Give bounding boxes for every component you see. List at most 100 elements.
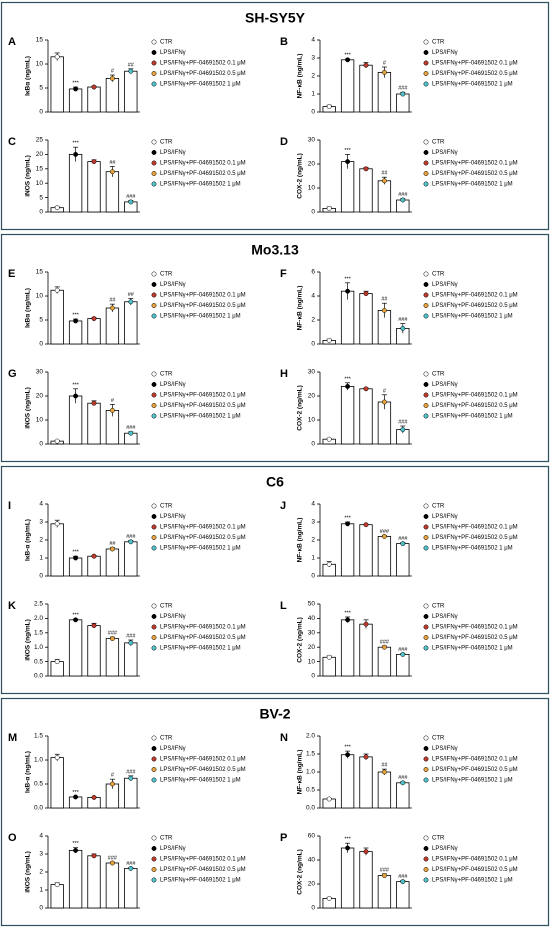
y-tick-label: 20 bbox=[308, 881, 316, 888]
y-tick-label: 1 bbox=[311, 91, 315, 98]
legend-label: LPS/IFNγ+PF-04691502 0.1 μM bbox=[432, 393, 518, 399]
legend-label: LPS/IFNγ bbox=[160, 614, 186, 620]
legend-label: CTR bbox=[432, 736, 445, 742]
legend-label: LPS/IFNγ+PF-04691502 0.5 μM bbox=[432, 535, 518, 541]
mean-dot bbox=[381, 178, 387, 184]
mean-dot bbox=[91, 623, 97, 629]
legend-label: LPS/IFNγ+PF-04691502 0.5 μM bbox=[432, 867, 518, 873]
y-tick-label: 30 bbox=[308, 369, 316, 376]
mean-dot bbox=[128, 199, 134, 205]
significance: ### bbox=[108, 631, 118, 637]
legend-marker bbox=[151, 150, 157, 155]
y-tick-label: 3 bbox=[311, 55, 315, 62]
section-box bbox=[0, 233, 550, 463]
legend-marker bbox=[151, 545, 157, 551]
legend-label: LPS/IFNγ bbox=[160, 846, 186, 852]
y-tick-label: 2 bbox=[311, 73, 315, 80]
mean-dot bbox=[381, 307, 387, 313]
significance: *** bbox=[72, 382, 79, 388]
significance: *** bbox=[72, 790, 79, 796]
bar bbox=[124, 642, 138, 677]
legend-label: LPS/IFNγ+PF-04691502 1 μM bbox=[432, 546, 513, 552]
y-tick-label: 4 bbox=[39, 833, 43, 840]
mean-dot bbox=[345, 845, 351, 851]
y-tick-label: 2 bbox=[39, 869, 43, 876]
significance: ## bbox=[128, 62, 135, 68]
legend-marker bbox=[423, 867, 429, 872]
legend-marker bbox=[423, 413, 429, 419]
legend-label: LPS/IFNγ+PF-04691502 1 μM bbox=[432, 82, 513, 88]
section-title: SH-SY5Y bbox=[245, 10, 306, 26]
panel-letter: A bbox=[8, 36, 16, 48]
bar bbox=[50, 289, 64, 345]
mean-dot bbox=[128, 299, 134, 305]
legend-label: LPS/IFNγ+PF-04691502 1 μM bbox=[432, 414, 513, 420]
legend-label: CTR bbox=[432, 140, 445, 146]
mean-dot bbox=[109, 407, 115, 413]
panel-letter: N bbox=[280, 732, 288, 744]
legend-label: LPS/IFNγ bbox=[160, 282, 186, 288]
legend-marker bbox=[151, 524, 157, 530]
y-tick-label: 0 bbox=[311, 109, 315, 116]
panel-letter: I bbox=[8, 500, 11, 512]
mean-dot bbox=[400, 541, 406, 547]
mean-dot bbox=[326, 205, 332, 211]
y-axis-label: iNOS (ng/mL) bbox=[25, 619, 32, 661]
significance: *** bbox=[72, 841, 79, 847]
section-box bbox=[0, 1, 550, 231]
y-tick-label: 10 bbox=[308, 417, 316, 424]
y-tick-label: 4 bbox=[311, 293, 315, 300]
mean-dot bbox=[400, 427, 406, 433]
bar bbox=[396, 654, 410, 677]
legend-marker bbox=[151, 303, 157, 308]
bar bbox=[87, 855, 101, 909]
y-tick-label: 10 bbox=[308, 658, 316, 665]
legend-label: LPS/IFNγ+PF-04691502 0.5 μM bbox=[432, 403, 518, 409]
bar bbox=[359, 851, 373, 909]
legend-marker bbox=[423, 767, 429, 772]
y-tick-label: 2.0 bbox=[34, 615, 43, 622]
significance: ### bbox=[126, 534, 136, 540]
significance: ## bbox=[109, 541, 116, 547]
legend-label: LPS/IFNγ+PF-04691502 0.5 μM bbox=[160, 767, 246, 773]
bar bbox=[359, 756, 373, 809]
y-tick-label: 5 bbox=[39, 85, 43, 92]
y-tick-label: 0 bbox=[311, 441, 315, 448]
mean-dot bbox=[326, 895, 332, 901]
mean-dot bbox=[400, 91, 406, 97]
legend-marker bbox=[423, 777, 429, 783]
bar bbox=[322, 656, 336, 677]
legend-label: LPS/IFNγ+PF-04691502 1 μM bbox=[160, 646, 241, 652]
legend-marker bbox=[423, 746, 429, 751]
legend-label: LPS/IFNγ+PF-04691502 0.5 μM bbox=[432, 767, 518, 773]
bar bbox=[124, 301, 138, 345]
legend-label: LPS/IFNγ+PF-04691502 0.1 μM bbox=[160, 525, 246, 531]
legend-marker bbox=[423, 514, 429, 519]
mean-dot bbox=[73, 318, 79, 324]
panel-letter: K bbox=[8, 600, 16, 612]
legend-label: LPS/IFNγ+PF-04691502 1 μM bbox=[160, 878, 241, 884]
bar bbox=[340, 619, 355, 677]
legend-marker bbox=[151, 856, 157, 862]
mean-dot bbox=[345, 57, 351, 63]
mean-dot bbox=[128, 68, 134, 74]
significance: *** bbox=[344, 276, 351, 282]
legend-label: LPS/IFNγ+PF-04691502 0.5 μM bbox=[160, 403, 246, 409]
significance: ## bbox=[381, 297, 388, 303]
y-tick-label: 1.5 bbox=[34, 630, 43, 637]
bar bbox=[124, 70, 138, 113]
mean-dot bbox=[381, 533, 387, 539]
y-tick-label: 0 bbox=[39, 573, 43, 580]
mean-dot bbox=[363, 166, 369, 172]
legend-label: LPS/IFNγ+PF-04691502 1 μM bbox=[160, 314, 241, 320]
bar bbox=[87, 555, 101, 577]
legend-marker bbox=[423, 50, 429, 55]
mean-dot bbox=[326, 796, 332, 802]
legend-label: CTR bbox=[160, 40, 173, 46]
bar bbox=[124, 541, 138, 577]
bar bbox=[340, 847, 355, 909]
significance: *** bbox=[344, 837, 351, 843]
bar bbox=[87, 86, 101, 113]
y-tick-label: 50 bbox=[308, 601, 316, 608]
